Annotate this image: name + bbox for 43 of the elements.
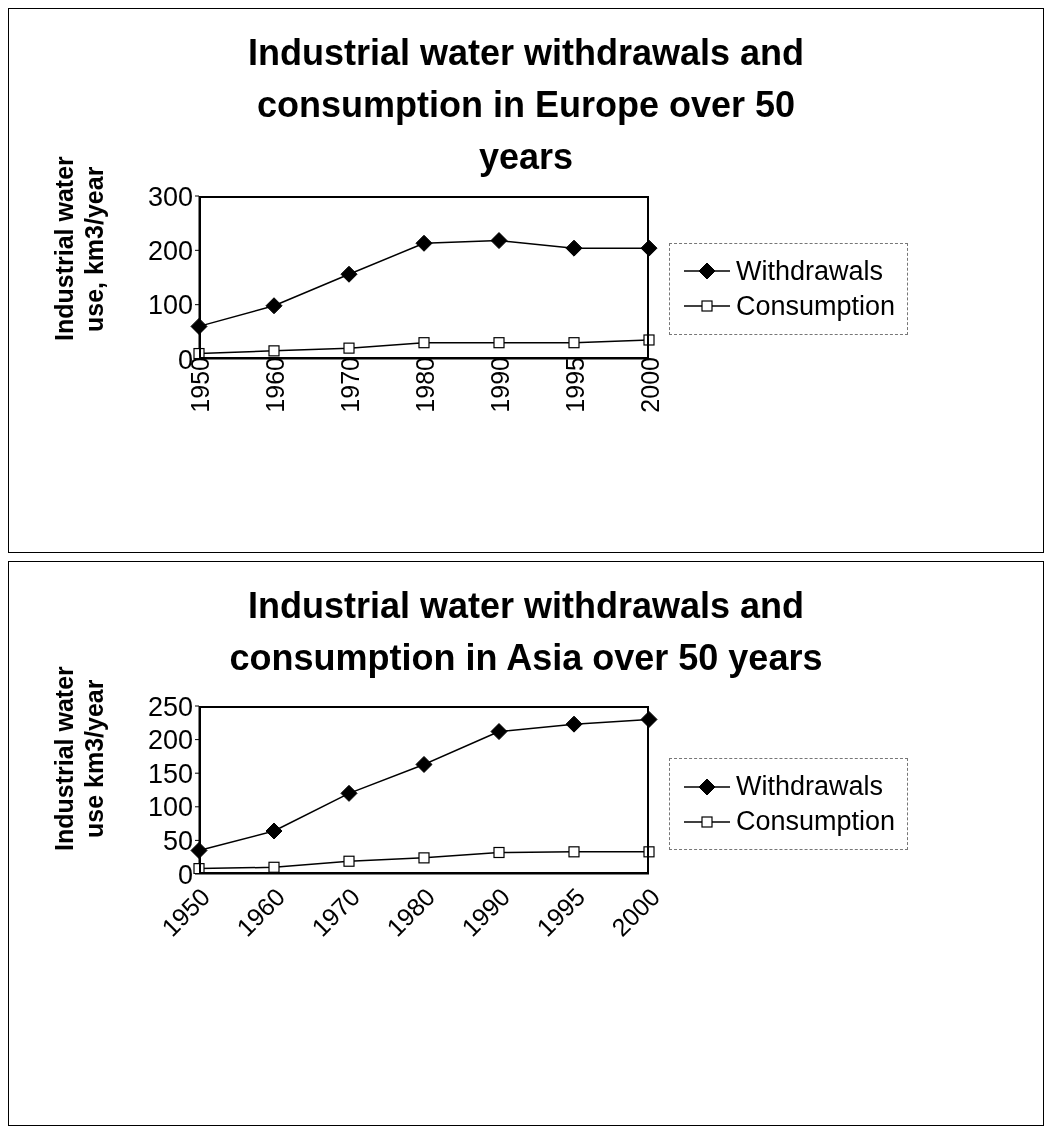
point bbox=[418, 336, 430, 348]
point bbox=[415, 234, 433, 252]
x-tick-label: 1990 bbox=[485, 356, 514, 413]
x-tick-label: 1995 bbox=[560, 356, 589, 413]
y-axis-title: Industrial water use km3/year bbox=[49, 665, 109, 854]
point bbox=[265, 822, 283, 840]
y-tick-label: 200 bbox=[147, 235, 193, 266]
point bbox=[493, 847, 505, 859]
x-tick-label: 1980 bbox=[410, 356, 439, 413]
legend-label: Consumption bbox=[736, 806, 896, 838]
point bbox=[343, 342, 355, 354]
y-tick-label: 250 bbox=[147, 691, 193, 722]
point bbox=[565, 716, 583, 734]
y-tick-label: 100 bbox=[147, 289, 193, 320]
point bbox=[343, 856, 355, 868]
y-tick-label: 0 bbox=[177, 859, 193, 890]
point bbox=[568, 846, 580, 858]
point bbox=[565, 239, 583, 257]
legend-label: Withdrawals bbox=[736, 255, 884, 287]
point bbox=[493, 336, 505, 348]
x-tick-label: 2000 bbox=[635, 356, 664, 413]
y-tick-label: 200 bbox=[147, 725, 193, 756]
point bbox=[340, 785, 358, 803]
chart-title: Industrial water withdrawals and consumption in Europe over 50 years bbox=[247, 32, 805, 178]
point bbox=[265, 296, 283, 314]
y-tick-label: 50 bbox=[162, 826, 193, 857]
point bbox=[643, 333, 655, 346]
point bbox=[568, 336, 580, 348]
y-tick-label: 100 bbox=[147, 792, 193, 823]
legend-label: Withdrawals bbox=[736, 771, 884, 803]
point bbox=[418, 852, 430, 864]
point bbox=[490, 231, 508, 249]
chart-title: Industrial water withdrawals and consumption in Asia over 50 years bbox=[229, 585, 823, 679]
x-tick-label: 1960 bbox=[260, 356, 289, 413]
point bbox=[340, 265, 358, 283]
point bbox=[490, 723, 508, 741]
y-tick-label: 300 bbox=[147, 181, 193, 212]
point bbox=[415, 756, 433, 774]
y-axis-title: Industrial water use, km3/year bbox=[49, 155, 109, 343]
legend-label: Consumption bbox=[736, 290, 896, 322]
x-tick-label: 1970 bbox=[335, 356, 364, 413]
point bbox=[268, 344, 280, 357]
y-tick-label: 150 bbox=[147, 759, 193, 790]
